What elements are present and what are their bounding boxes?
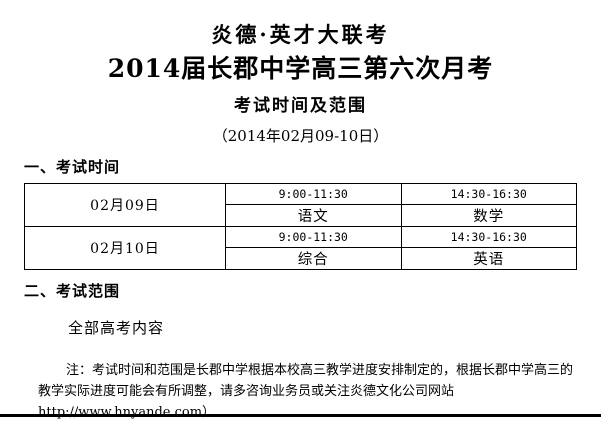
time-cell: 14:30-16:30: [400, 225, 577, 248]
subject-cell: 数学: [400, 203, 577, 227]
document-header: 炎德·英才大联考 2014届长郡中学高三第六次月考 考试时间及范围 （2014年…: [0, 0, 601, 146]
subject-cell: 英语: [400, 246, 577, 270]
note-body: 注：考试时间和范围是长郡中学根据本校高三教学进度安排制定的，根据长郡中学高三的教…: [38, 362, 574, 400]
time-cell: 9:00-11:30: [225, 225, 402, 248]
table-row: 综合 英语: [25, 246, 577, 270]
time-cell: 9:00-11:30: [225, 182, 402, 205]
table-row: 02月10日 9:00-11:30 14:30-16:30: [24, 225, 577, 270]
table-row: 02月09日 9:00-11:30 14:30-16:30: [24, 182, 577, 227]
note-url[interactable]: http://www.hnyande.com）: [38, 404, 216, 420]
subject-cell: 综合: [225, 246, 402, 270]
day-cell: 02月09日: [24, 182, 226, 227]
exam-scope-text: 全部高考内容: [68, 318, 165, 337]
time-cell: 14:30-16:30: [400, 182, 577, 205]
section-exam-scope-label: 二、考试范围: [24, 281, 121, 300]
exam-schedule-table: 02月09日 9:00-11:30 14:30-16:30 语文 数学 02月1…: [24, 182, 577, 270]
bottom-rule: [0, 414, 601, 417]
note-text: 注：考试时间和范围是长郡中学根据本校高三教学进度安排制定的，根据长郡中学高三的教…: [38, 360, 573, 403]
brand-title: 炎德·英才大联考: [211, 22, 390, 47]
page-title: 2014届长郡中学高三第六次月考: [107, 54, 494, 84]
exam-schedule-table-wrap: 02月09日 9:00-11:30 14:30-16:30 语文 数学 02月1…: [24, 182, 577, 270]
section-exam-time-label: 一、考试时间: [24, 157, 121, 176]
date-line: （2014年02月09-10日）: [212, 126, 389, 145]
subject-cell: 语文: [225, 203, 402, 227]
subtitle: 考试时间及范围: [234, 95, 367, 116]
day-cell: 02月10日: [24, 225, 226, 270]
